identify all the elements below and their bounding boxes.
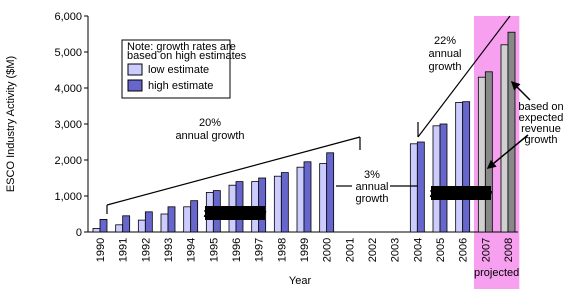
annotation-line-text: annual [355, 181, 388, 193]
bar [122, 215, 131, 233]
bar [99, 218, 108, 233]
bar [477, 76, 486, 233]
x-tick-label: 2007 [480, 238, 492, 262]
bar [319, 163, 328, 233]
bar [273, 175, 282, 233]
bar [500, 44, 509, 233]
annotation-line-text: growth [355, 193, 388, 205]
arrow [486, 134, 529, 169]
annotation: based on expected revenue growth [518, 101, 563, 146]
bar [160, 213, 169, 233]
x-tick-label: 1996 [231, 238, 243, 262]
survey-box [431, 186, 491, 200]
survey-label: 2001 survey [204, 208, 268, 220]
x-tick-label: 2005 [435, 238, 447, 262]
arrow [510, 80, 531, 101]
y-tick-label: 2,000 [54, 155, 82, 167]
x-tick-label: 2002 [367, 238, 379, 262]
bar [326, 152, 335, 233]
legend-swatch [127, 63, 143, 76]
annotation-line [417, 15, 511, 138]
annotation-line-text: 22% [434, 35, 456, 47]
annotation-line-text: based on [518, 101, 563, 113]
annotation: 20% annual growth [175, 117, 244, 142]
annotation-line-text: 20% [199, 117, 221, 129]
x-tick-label: 1990 [95, 238, 107, 262]
y-tick-label: 6,000 [54, 11, 82, 23]
legend-label: high estimate [148, 80, 213, 92]
bar [137, 219, 146, 233]
bar [280, 172, 289, 233]
x-tick-label: 2003 [390, 238, 402, 262]
legend-swatch [127, 79, 143, 92]
bar [296, 166, 305, 233]
annotation-line-text: expected [519, 112, 564, 124]
bar [303, 161, 312, 233]
annotation-line-text: annual [428, 48, 461, 60]
x-tick-label: 2008 [503, 238, 515, 262]
legend-note: Note: growth rates are [127, 41, 236, 53]
x-tick-label: 1995 [208, 238, 220, 262]
annotation-line [106, 136, 361, 206]
bar [183, 206, 192, 233]
projected-label: projected [474, 267, 519, 279]
y-tick-label: 0 [76, 227, 82, 239]
bar [455, 102, 464, 233]
bar [144, 211, 153, 233]
x-tick-label: 1998 [276, 238, 288, 262]
x-tick-label: 1991 [118, 238, 130, 262]
annotation: 3% annual growth [355, 169, 388, 205]
x-tick-label: 1994 [186, 238, 198, 262]
bar [409, 143, 418, 233]
x-tick-label: 2004 [412, 238, 424, 262]
bar [190, 200, 199, 233]
x-tick-label: 1993 [163, 238, 175, 262]
y-tick-label: 4,000 [54, 83, 82, 95]
bar [462, 101, 471, 233]
x-tick-label: 1997 [254, 238, 266, 262]
legend-note: based on high estimates [127, 50, 247, 62]
survey-label: 2007 survey [430, 188, 494, 200]
x-tick-label: 2006 [458, 238, 470, 262]
bar [258, 177, 267, 233]
bar [115, 224, 124, 233]
annotation-line-text: growth [524, 134, 557, 146]
bar [92, 227, 101, 233]
annotation-line-text: annual growth [175, 130, 244, 142]
x-tick-label: 1992 [140, 238, 152, 262]
bar [439, 123, 448, 233]
bar [507, 31, 516, 233]
y-tick-label: 1,000 [54, 191, 82, 203]
bar [484, 71, 493, 233]
x-tick-label: 2000 [322, 238, 334, 262]
annotation-line-text: growth [428, 61, 461, 73]
y-tick-label: 3,000 [54, 119, 82, 131]
x-tick-label: 1999 [299, 238, 311, 262]
y-tick-label: 5,000 [54, 47, 82, 59]
legend-label: low estimate [148, 64, 209, 76]
annotation: 22% annual growth [428, 35, 461, 73]
bar [167, 206, 176, 233]
x-tick-label: 2001 [344, 238, 356, 262]
bar [416, 141, 425, 233]
y-axis-title: ESCO Industry Activity ($M) [5, 56, 17, 192]
annotation-line-text: revenue [521, 123, 561, 135]
bar [432, 125, 441, 233]
x-axis-title: Year [289, 275, 312, 287]
annotation-line-text: 3% [364, 169, 380, 181]
survey-box [205, 206, 265, 220]
